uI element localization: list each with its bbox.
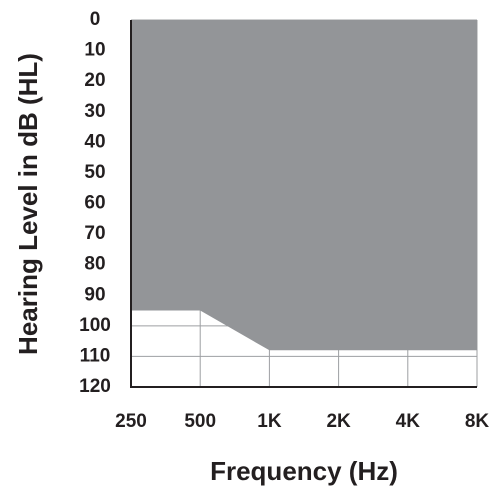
x-tick-label: 4K: [396, 411, 421, 432]
y-tick-label: 30: [84, 101, 105, 122]
x-tick-label: 1K: [257, 411, 282, 432]
y-tick-label: 20: [84, 70, 105, 91]
x-axis-title: Frequency (Hz): [210, 456, 398, 486]
area: [131, 20, 477, 351]
y-tick-label: 60: [84, 193, 105, 214]
y-tick-label: 0: [90, 9, 101, 30]
x-tick-label: 8K: [465, 411, 490, 432]
y-tick-label: 90: [84, 284, 105, 305]
y-tick-label: 70: [84, 223, 105, 244]
x-tick-label: 500: [184, 411, 216, 432]
x-tick-label: 250: [115, 411, 147, 432]
y-tick-label: 40: [84, 131, 105, 152]
y-tick-label: 80: [84, 254, 105, 275]
x-tick-label: 2K: [326, 411, 351, 432]
y-tick-label: 100: [79, 315, 111, 336]
y-tick-label: 50: [84, 162, 105, 183]
y-tick-label: 110: [80, 345, 111, 366]
y-axis-title: Hearing Level in dB (HL): [13, 53, 43, 355]
y-tick-label: 10: [84, 40, 105, 61]
y-tick-label: 120: [79, 376, 111, 397]
